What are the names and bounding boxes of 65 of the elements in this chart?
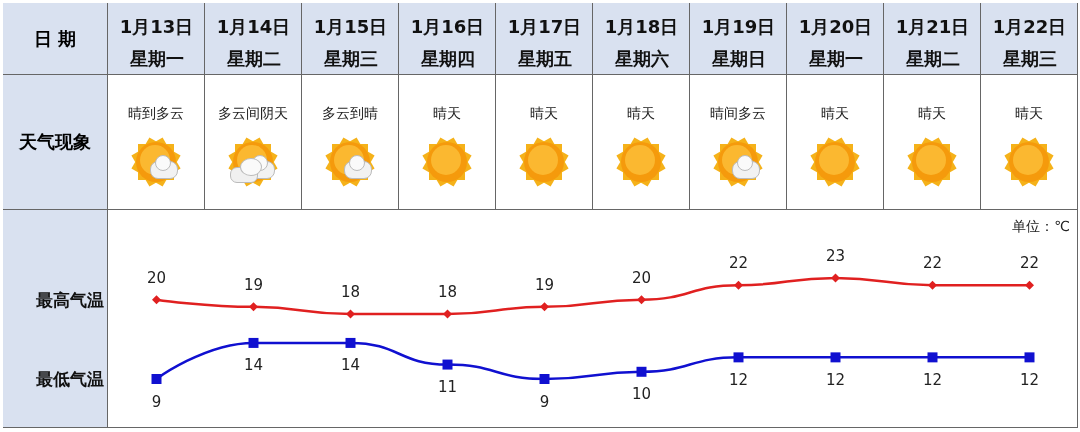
point [442,359,453,370]
point [831,273,840,283]
data-label: 12 [922,370,943,389]
data-label: 14 [340,356,361,375]
point [443,309,452,319]
x-tick-label: 1月21日星期二 [895,15,970,69]
text: 多云间阴天 [218,105,288,123]
text: 多云到晴 [322,105,378,123]
data-label: 9 [539,392,550,411]
text: 晴天 [1015,105,1043,123]
data-label: 18 [340,283,361,302]
data-label: 9 [151,392,162,411]
data-label: 18 [437,283,458,302]
data-label: 19 [243,275,264,294]
data-label: 12 [825,370,846,389]
text: 天气现象 [3,75,107,209]
x-tick-label: 1月15日星期三 [313,15,388,69]
point [540,302,549,312]
text: 晴天 [433,105,461,123]
text: 晴天 [918,105,946,123]
text: 晴天 [627,105,655,123]
text: 最低气温 [35,369,104,389]
point [636,366,647,377]
text: 晴到多云 [128,105,184,123]
text: 晴天 [821,105,849,123]
data-label: 12 [728,370,749,389]
point [927,352,938,363]
x-tick-label: 1月16日星期四 [410,15,485,69]
x-tick-label: 1月19日星期日 [701,15,776,69]
data-label: 20 [146,268,167,287]
point [928,280,937,290]
x-tick-label: 1月14日星期二 [216,15,291,69]
data-label: 14 [243,356,264,375]
point [1025,280,1034,290]
point [151,374,162,384]
point [637,295,646,305]
point [1024,352,1035,363]
point [345,337,356,348]
x-tick-label: 1月22日星期三 [992,15,1067,69]
point [733,352,744,363]
data-label: 12 [1019,370,1040,389]
data-label: 10 [631,385,652,404]
text: 日 期 [3,3,107,74]
text: 最高气温 [35,289,104,310]
x-tick-label: 1月18日星期六 [604,15,679,69]
point [346,309,355,319]
point [248,337,259,348]
point [152,295,161,305]
point [830,352,841,363]
text: 晴间多云 [710,105,766,123]
point [539,374,550,384]
data-label: 19 [534,275,555,294]
data-label: 23 [825,247,846,265]
data-label: 11 [437,378,458,397]
text: 单位：℃ [1012,218,1070,236]
data-label: 22 [1019,254,1040,273]
x-tick-label: 1月17日星期五 [507,15,582,69]
x-tick-label: 1月13日星期一 [119,15,194,69]
point [249,302,258,312]
point [734,280,743,290]
x-tick-label: 1月20日星期一 [798,15,873,69]
data-label: 22 [922,254,943,273]
data-label: 22 [728,254,749,273]
text: 晴天 [530,105,558,123]
data-label: 20 [631,268,652,287]
